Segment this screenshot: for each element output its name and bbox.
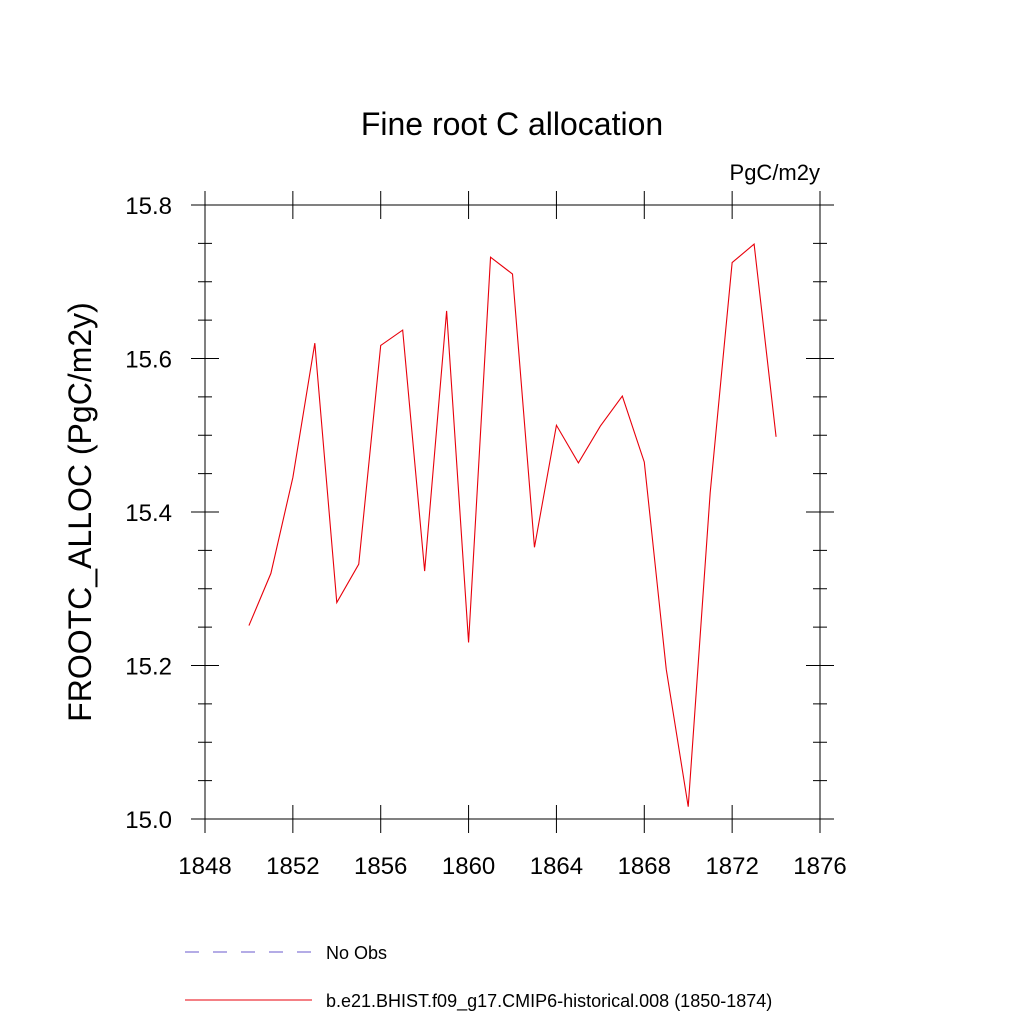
x-tick-label: 1860 (442, 853, 495, 880)
axis-ticks (191, 191, 834, 833)
x-tick-label: 1868 (618, 853, 671, 880)
x-tick-label: 1848 (178, 853, 231, 880)
y-tick-label: 15.2 (125, 654, 172, 681)
y-tick-label: 15.4 (125, 500, 172, 527)
y-tick-label: 15.6 (125, 347, 172, 374)
x-tick-label: 1872 (705, 853, 758, 880)
y-tick-labels: 15.0 15.2 15.4 15.6 15.8 (125, 193, 172, 834)
x-tick-labels: 1848 1852 1856 1860 1864 1868 1872 1876 (178, 853, 846, 880)
x-tick-label: 1864 (530, 853, 583, 880)
series-group (248, 243, 777, 807)
series-line-0 (248, 243, 777, 807)
legend-label: No Obs (326, 943, 387, 963)
y-axis-label: FROOTC_ALLOC (PgC/m2y) (62, 302, 98, 722)
chart-title: Fine root C allocation (361, 106, 663, 142)
plot-frame (204, 204, 821, 820)
x-tick-label: 1856 (354, 853, 407, 880)
units-label: PgC/m2y (730, 160, 820, 185)
legend: No Obs b.e21.BHIST.f09_g17.CMIP6-historic… (185, 943, 772, 1012)
y-tick-label: 15.0 (125, 807, 172, 834)
x-tick-label: 1876 (793, 853, 846, 880)
x-tick-label: 1852 (266, 853, 319, 880)
legend-label: b.e21.BHIST.f09_g17.CMIP6-historical.008… (326, 991, 772, 1012)
y-tick-label: 15.8 (125, 193, 172, 220)
